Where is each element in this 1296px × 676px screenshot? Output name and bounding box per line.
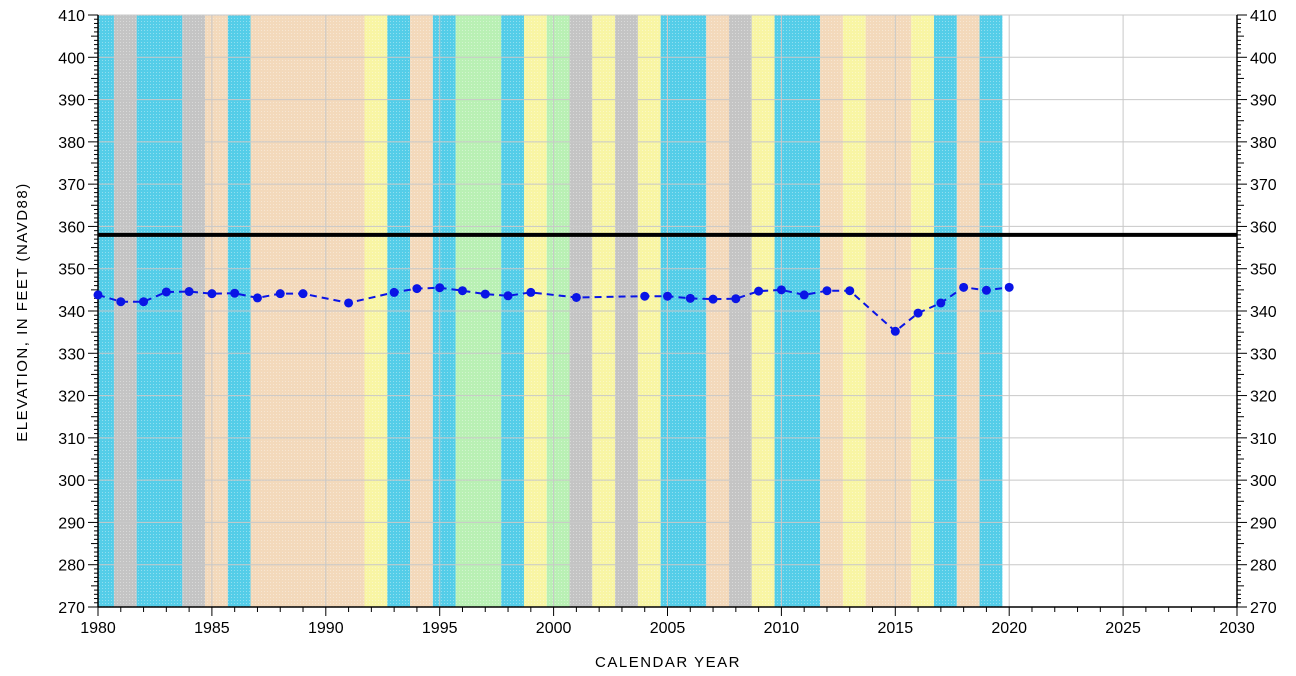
y-tick-label-right: 320 xyxy=(1250,389,1277,406)
series-line xyxy=(97,286,1010,333)
data-point xyxy=(252,293,262,303)
y-tick-label-left: 360 xyxy=(58,219,85,236)
data-point xyxy=(139,297,149,307)
data-point xyxy=(936,298,946,308)
y-tick-label-left: 310 xyxy=(58,431,85,448)
data-point xyxy=(1004,282,1014,292)
data-point xyxy=(526,287,536,297)
y-tick-label-left: 320 xyxy=(58,389,85,406)
x-tick-label: 2025 xyxy=(1105,620,1141,637)
data-point xyxy=(913,308,923,318)
data-point xyxy=(457,286,467,296)
y-tick-label-right: 280 xyxy=(1250,558,1277,575)
data-point xyxy=(503,291,513,301)
x-tick-label: 2010 xyxy=(764,620,800,637)
y-tick-label-left: 400 xyxy=(58,50,85,67)
y-tick-label-left: 330 xyxy=(58,346,85,363)
data-point xyxy=(685,293,695,303)
data-point xyxy=(731,294,741,304)
y-tick-label-left: 280 xyxy=(58,558,85,575)
data-point xyxy=(184,287,194,297)
y-tick-label-right: 380 xyxy=(1250,135,1277,152)
x-axis-title: CALENDAR YEAR xyxy=(595,654,741,671)
axes xyxy=(88,14,1247,616)
data-point xyxy=(298,289,308,299)
y-tick-label-left: 350 xyxy=(58,262,85,279)
x-tick-label: 1980 xyxy=(80,620,116,637)
x-tick-label: 1995 xyxy=(422,620,458,637)
x-tick-label: 2020 xyxy=(991,620,1027,637)
data-point xyxy=(207,289,217,299)
y-tick-label-right: 360 xyxy=(1250,219,1277,236)
data-point xyxy=(890,326,900,336)
y-tick-label-left: 290 xyxy=(58,515,85,532)
y-axis-title: ELEVATION, IN FEET (NAVD88) xyxy=(14,182,31,441)
y-tick-label-right: 310 xyxy=(1250,431,1277,448)
data-point xyxy=(845,286,855,296)
y-tick-label-right: 330 xyxy=(1250,346,1277,363)
data-point xyxy=(116,297,126,307)
data-point xyxy=(754,286,764,296)
series-layer xyxy=(93,282,1014,336)
data-point xyxy=(435,283,445,293)
y-tick-label-right: 410 xyxy=(1250,8,1277,25)
x-tick-label: 2000 xyxy=(536,620,572,637)
y-tick-label-left: 390 xyxy=(58,93,85,110)
data-point xyxy=(822,286,832,296)
x-tick-label: 1985 xyxy=(194,620,230,637)
y-tick-label-left: 340 xyxy=(58,304,85,321)
y-tick-label-right: 350 xyxy=(1250,262,1277,279)
data-point xyxy=(93,290,103,300)
data-point xyxy=(344,298,354,308)
data-point xyxy=(275,289,285,299)
x-tick-label: 2030 xyxy=(1219,620,1255,637)
x-tick-label: 1990 xyxy=(308,620,344,637)
data-point xyxy=(959,282,969,292)
y-tick-label-right: 370 xyxy=(1250,177,1277,194)
y-tick-label-left: 270 xyxy=(58,600,85,617)
data-point xyxy=(640,291,650,301)
y-tick-label-right: 340 xyxy=(1250,304,1277,321)
y-tick-label-left: 380 xyxy=(58,135,85,152)
data-point xyxy=(389,287,399,297)
y-tick-label-right: 290 xyxy=(1250,515,1277,532)
x-tick-label: 2005 xyxy=(650,620,686,637)
y-tick-label-left: 410 xyxy=(58,8,85,25)
y-tick-label-right: 400 xyxy=(1250,50,1277,67)
data-point xyxy=(412,284,422,294)
data-point xyxy=(776,285,786,295)
y-tick-label-right: 270 xyxy=(1250,600,1277,617)
x-tick-label: 2015 xyxy=(878,620,914,637)
y-tick-label-left: 300 xyxy=(58,473,85,490)
data-point xyxy=(799,290,809,300)
y-tick-label-right: 390 xyxy=(1250,93,1277,110)
data-point xyxy=(708,294,718,304)
data-point xyxy=(981,285,991,295)
data-point xyxy=(480,289,490,299)
y-tick-label-right: 300 xyxy=(1250,473,1277,490)
y-tick-label-left: 370 xyxy=(58,177,85,194)
data-point xyxy=(663,291,672,301)
data-point xyxy=(161,287,171,297)
data-point xyxy=(571,292,581,302)
tick-labels: 270 270 280 280 290 290 300 300 310 310 320 320 330 3… xyxy=(58,8,1277,637)
data-point xyxy=(230,288,240,298)
